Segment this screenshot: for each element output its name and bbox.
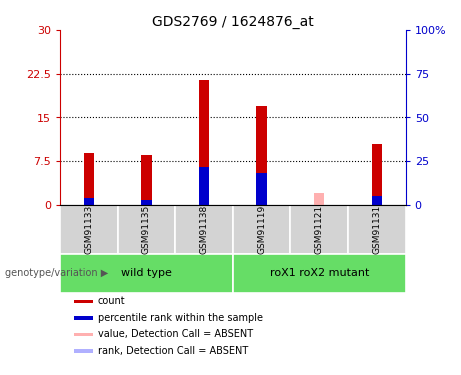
Text: genotype/variation ▶: genotype/variation ▶ xyxy=(5,268,108,278)
Bar xyxy=(74,300,93,303)
Bar xyxy=(314,194,325,205)
Bar xyxy=(256,106,267,205)
Text: GSM91131: GSM91131 xyxy=(372,205,381,254)
Bar xyxy=(141,155,152,205)
Title: GDS2769 / 1624876_at: GDS2769 / 1624876_at xyxy=(152,15,313,29)
Bar xyxy=(290,205,348,254)
Text: rank, Detection Call = ABSENT: rank, Detection Call = ABSENT xyxy=(98,346,248,356)
Bar xyxy=(83,153,94,205)
Bar xyxy=(233,254,406,292)
Bar xyxy=(348,205,406,254)
Text: GSM91133: GSM91133 xyxy=(84,205,93,254)
Text: percentile rank within the sample: percentile rank within the sample xyxy=(98,313,263,323)
Bar xyxy=(199,80,209,205)
Bar xyxy=(141,200,152,205)
Bar xyxy=(83,198,94,205)
Bar xyxy=(60,254,233,292)
Bar xyxy=(256,173,267,205)
Text: GSM91119: GSM91119 xyxy=(257,205,266,254)
Bar xyxy=(175,205,233,254)
Bar xyxy=(199,167,209,205)
Bar xyxy=(372,196,382,205)
Bar xyxy=(60,205,118,254)
Bar xyxy=(233,205,290,254)
Bar xyxy=(372,144,382,205)
Text: value, Detection Call = ABSENT: value, Detection Call = ABSENT xyxy=(98,330,253,339)
Text: GSM91135: GSM91135 xyxy=(142,205,151,254)
Bar xyxy=(74,333,93,336)
Text: GSM91121: GSM91121 xyxy=(315,205,324,254)
Text: GSM91138: GSM91138 xyxy=(200,205,208,254)
Text: wild type: wild type xyxy=(121,268,172,278)
Bar xyxy=(118,205,175,254)
Text: roX1 roX2 mutant: roX1 roX2 mutant xyxy=(270,268,369,278)
Text: count: count xyxy=(98,297,125,306)
Bar xyxy=(74,316,93,320)
Bar xyxy=(74,349,93,352)
